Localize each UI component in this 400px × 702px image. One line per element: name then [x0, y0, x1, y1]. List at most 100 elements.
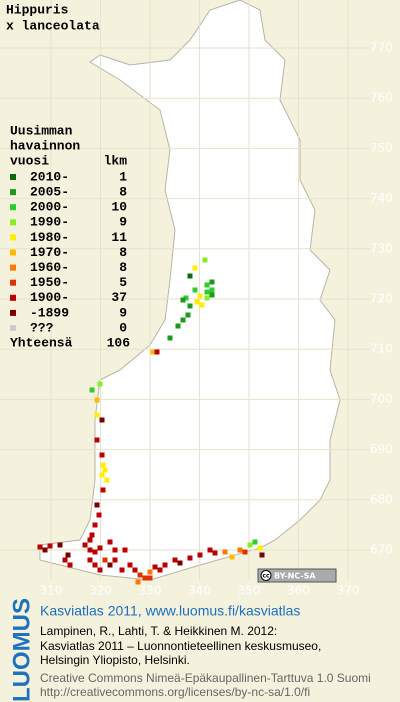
grid: 770 760 750 740 730 720 710 700 690 680 670 310 320 3… [0, 0, 393, 598]
legend-label: 1950- [30, 275, 69, 290]
legend-swatch [10, 234, 16, 241]
occurrence-square [87, 557, 93, 563]
occurrence-square [42, 547, 48, 553]
legend-col: lkm [104, 153, 128, 168]
occurrence-square [187, 273, 193, 279]
occurrence-square [137, 572, 143, 578]
occurrence-square [212, 550, 218, 556]
east-label: 330 [139, 584, 162, 598]
occurrence-square [67, 562, 73, 568]
badge-text: BY-NC-SA [274, 572, 316, 581]
north-label: 770 [370, 41, 393, 55]
occurrence-square [154, 349, 160, 355]
occurrence-square [147, 575, 153, 581]
legend-swatch [10, 204, 16, 211]
occurrence-square [187, 555, 193, 561]
legend-swatch [10, 219, 16, 226]
occurrence-square [257, 545, 263, 551]
occurrence-square [157, 567, 163, 573]
legend-label: ??? [30, 320, 54, 335]
occurrence-square [242, 549, 248, 555]
occurrence-square [97, 545, 103, 551]
legend-total: 106 [107, 335, 131, 350]
occurrence-square [96, 512, 102, 518]
occurrence-square [102, 467, 108, 473]
legend-swatch [10, 249, 16, 256]
legend-header: Uusimman [10, 123, 73, 138]
legend-count: 9 [119, 305, 127, 320]
legend-count: 37 [111, 290, 127, 305]
occurrence-square [89, 532, 95, 538]
occurrence-square [112, 557, 118, 563]
citation: Lampinen, R., Lahti, T. & Heikkinen M. 2… [40, 624, 277, 638]
occurrence-square [94, 397, 100, 403]
footer-link[interactable]: Kasviatlas 2011, www.luomus.fi/kasviatla… [40, 603, 300, 619]
legend-count: 9 [119, 215, 127, 230]
legend-swatch [10, 189, 16, 196]
occurrence-square [122, 547, 128, 553]
occurrence-square [197, 552, 203, 558]
occurrence-square [100, 487, 106, 493]
occurrence-square [89, 387, 95, 393]
occurrence-square [192, 287, 198, 293]
occurrence-square [104, 477, 110, 483]
occurrence-square [152, 564, 158, 570]
occurrence-square [82, 542, 88, 548]
occurrence-square [194, 299, 200, 305]
legend-count: 5 [119, 275, 127, 290]
license-url[interactable]: http://creativecommons.org/licenses/by-n… [40, 685, 310, 699]
occurrence-square [97, 567, 103, 573]
occurrence-square [119, 567, 125, 573]
occurrence-square [185, 312, 191, 318]
north-label: 710 [370, 342, 393, 356]
title-genus: Hippuris [6, 2, 69, 17]
legend-col: vuosi [10, 153, 49, 168]
occurrence-square [199, 302, 205, 308]
occurrence-square [150, 349, 156, 355]
logo: LUOMUS [8, 598, 35, 702]
east-label: 370 [337, 584, 360, 598]
occurrence-square [132, 567, 138, 573]
legend-header: havainnon [10, 138, 80, 153]
occurrence-square [107, 562, 113, 568]
legend-label: 1990- [30, 215, 69, 230]
occurrence-square [87, 547, 93, 553]
occurrence-square [147, 569, 153, 575]
occurrence-square [99, 417, 105, 423]
occurrence-square [183, 295, 189, 301]
occurrence-square [202, 257, 208, 263]
legend-label: 1980- [30, 230, 69, 245]
occurrence-square [99, 452, 105, 458]
occurrence-square [94, 437, 100, 443]
legend-swatch [10, 325, 16, 331]
legend-count: 8 [119, 260, 127, 275]
occurrence-square [172, 557, 178, 563]
cc-badge: cc BY-NC-SA [257, 568, 337, 583]
occurrence-square [247, 542, 253, 548]
occurrence-square [197, 293, 203, 299]
occurrence-square [92, 562, 98, 568]
occurrence-square [47, 543, 53, 549]
legend-swatch [10, 309, 16, 316]
legend-label: 2010- [30, 169, 69, 184]
badge-box [257, 568, 337, 583]
north-label: 690 [370, 442, 393, 456]
occurrence-square [162, 562, 168, 568]
east-label: 340 [188, 584, 211, 598]
north-label: 670 [370, 543, 393, 557]
occurrence-square [37, 544, 43, 550]
east-label: 310 [40, 584, 63, 598]
legend-swatch [10, 174, 16, 180]
legend-label: 1970- [30, 245, 69, 260]
legend-count: 8 [119, 185, 127, 200]
occurrence-square [92, 549, 98, 555]
citation: Kasviatlas 2011 – Luonnontieteellinen ke… [40, 639, 321, 653]
legend-label: 1900- [30, 290, 69, 305]
occurrence-square [209, 279, 215, 285]
legend-count: 11 [111, 230, 127, 245]
north-label: 740 [370, 191, 393, 205]
occurrence-square [237, 547, 243, 553]
occurrence-square [209, 287, 215, 293]
occurrence-square [57, 542, 63, 548]
legend-swatch [10, 294, 16, 301]
